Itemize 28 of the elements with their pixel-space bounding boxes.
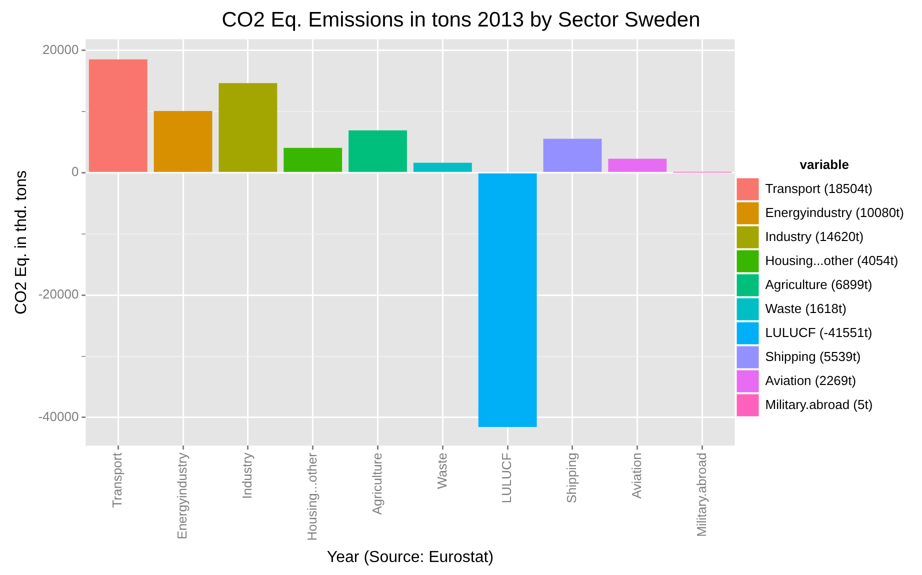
legend-label: Aviation (2269t) <box>765 372 856 388</box>
x-tick-label: Transport <box>110 452 125 508</box>
legend-label: Energyindustry (10080t) <box>765 204 904 220</box>
legend-label: Agriculture (6899t) <box>765 276 872 292</box>
y-axis-title: CO2 Eq. in thd. tons <box>13 170 30 314</box>
x-tick-label: Aviation <box>628 452 644 499</box>
chart-title: CO2 Eq. Emissions in tons 2013 by Sector Sweden <box>222 8 700 32</box>
y-tick-label: -20000 <box>38 286 79 302</box>
legend-label: LULUCF (-41551t) <box>765 324 872 340</box>
legend-label: Industry (14620t) <box>765 228 864 244</box>
x-tick-label: Industry <box>240 452 255 499</box>
legend-label: Military.abroad (5t) <box>765 396 873 412</box>
y-tick-label: -40000 <box>38 409 79 424</box>
y-tick-label: 0 <box>71 164 79 180</box>
x-tick-label: Energyindustry <box>174 452 190 540</box>
legend-label: Shipping (5539t) <box>765 348 861 364</box>
x-axis-title: Year (Source: Eurostat) <box>326 548 494 566</box>
x-tick-label: Waste <box>434 452 450 489</box>
x-tick-label: Military.abroad <box>694 452 709 537</box>
legend-label: Waste (1618t) <box>765 300 846 316</box>
x-tick-label: LULUCF <box>499 452 514 504</box>
x-tick-label: Agriculture <box>369 452 384 515</box>
y-tick-label: 20000 <box>42 42 79 57</box>
x-tick-label: Shipping <box>564 452 580 504</box>
legend-label: Housing...other (4054t) <box>765 252 898 268</box>
legend-title: variable <box>800 156 849 172</box>
legend-label: Transport (18504t) <box>765 180 872 196</box>
x-tick-label: Housing...other <box>304 452 320 541</box>
